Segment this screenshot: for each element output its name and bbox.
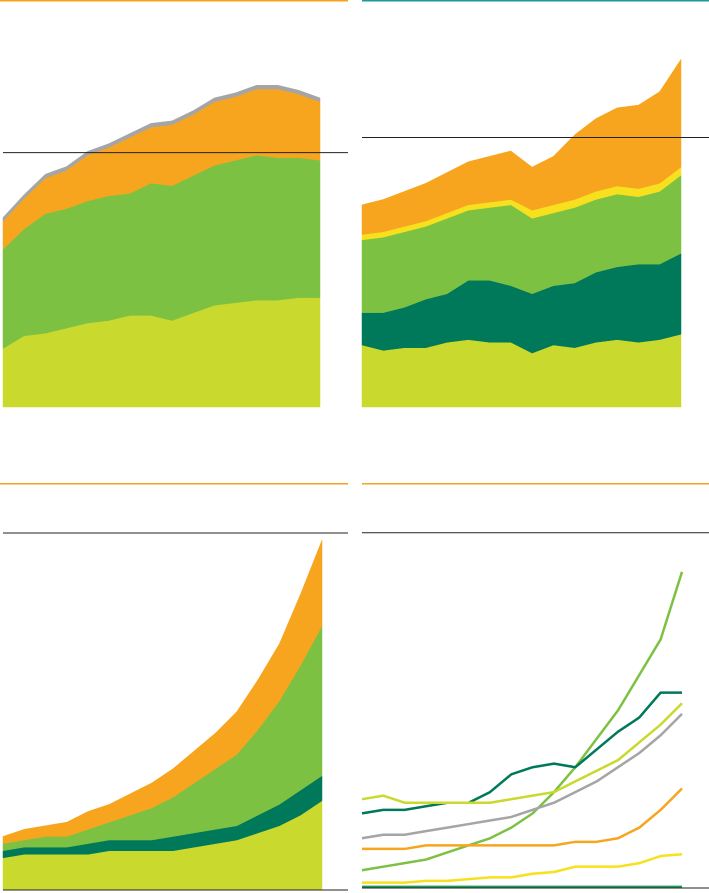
area: [361, 58, 682, 235]
line: [362, 853, 683, 884]
line: [362, 787, 683, 851]
line: [361, 702, 683, 804]
line: [361, 691, 682, 815]
line: [361, 713, 683, 840]
line: [361, 571, 684, 872]
area: [2, 540, 323, 844]
